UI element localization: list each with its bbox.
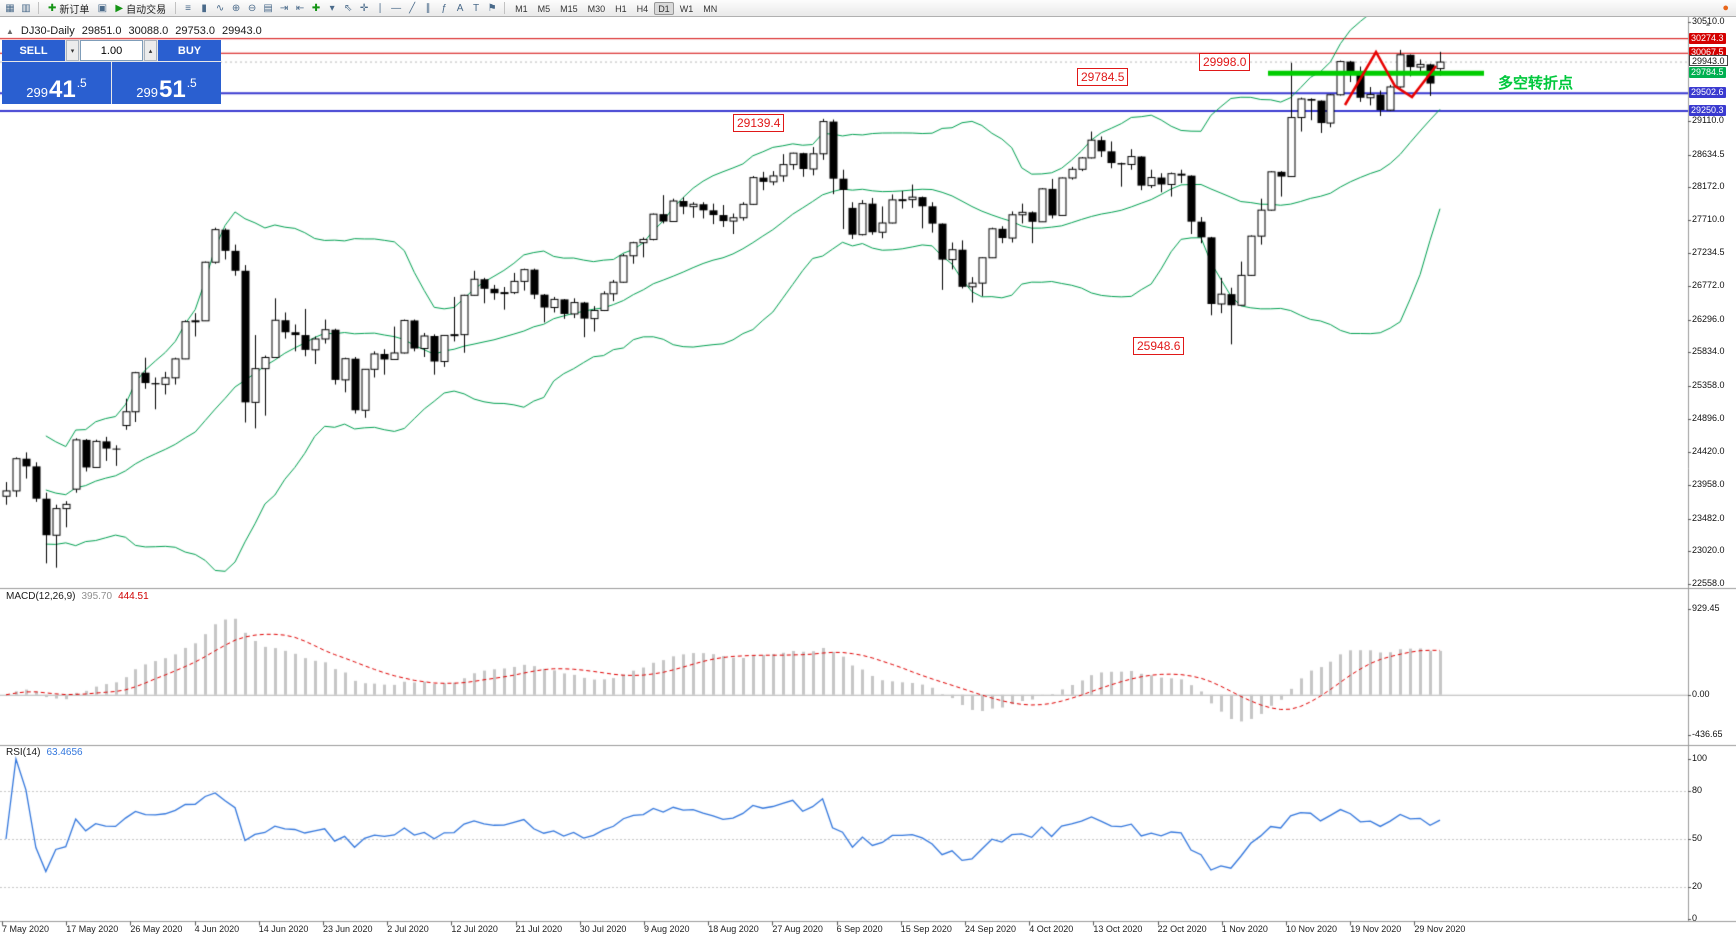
- buy-price-frac: .5: [186, 76, 197, 90]
- toolbar-separator: [504, 2, 506, 14]
- timeframe-mn-button[interactable]: MN: [703, 3, 718, 14]
- buy-price-big: 51: [158, 76, 186, 103]
- chart-ohlc-header: ▲ DJ30-Daily 29851.0 30088.0 29753.0 299…: [6, 25, 262, 37]
- vertical-line-icon[interactable]: ∣: [377, 2, 383, 14]
- buy-price-display[interactable]: 299 51.5: [112, 62, 221, 104]
- bars-chart-icon[interactable]: ≡: [185, 2, 192, 14]
- toolbar-icon-group: ≡ ▮ ∿ ⊕ ⊖ ▤ ⇥ ⇤ ✚ ▾ ⇖ ✛ ∣ ― ╱ ∥ ƒ A T ⚑: [181, 1, 499, 15]
- zoom-out-icon[interactable]: ⊖: [247, 2, 257, 14]
- auto-scroll-icon[interactable]: ⇥: [279, 2, 289, 14]
- channel-icon[interactable]: ∥: [425, 2, 431, 14]
- sell-button[interactable]: SELL: [2, 40, 65, 61]
- toolbar-separator: [38, 2, 39, 14]
- price-chart-canvas[interactable]: [0, 16, 1736, 942]
- timeframe-m15-button[interactable]: M15: [560, 3, 578, 14]
- timeframe-group: M1 M5 M15 M30 H1 H4 D1 W1 MN: [510, 1, 722, 15]
- timeframe-m5-button[interactable]: M5: [537, 3, 551, 14]
- sell-price-big: 41: [48, 76, 76, 103]
- timeframe-m30-button[interactable]: M30: [587, 3, 606, 14]
- macd-main-value: 395.70: [81, 591, 113, 602]
- zoom-in-icon[interactable]: ⊕: [231, 2, 241, 14]
- shapes-icon[interactable]: ⚑: [487, 2, 497, 14]
- ohlc-low: 29753.0: [175, 25, 216, 37]
- indicators-icon[interactable]: ✚: [311, 2, 321, 14]
- chart-shift-icon[interactable]: ⇤: [295, 2, 305, 14]
- rsi-label: RSI(14) 63.4656: [6, 747, 83, 758]
- label-icon[interactable]: T: [473, 2, 480, 14]
- sell-price-frac: .5: [76, 76, 87, 90]
- new-chart-icon[interactable]: ▦: [5, 2, 15, 14]
- line-chart-icon[interactable]: ∿: [215, 2, 225, 14]
- indicators-list-icon[interactable]: ▾: [329, 2, 335, 14]
- autotrading-icon: ▶: [115, 2, 124, 14]
- candlestick-chart-icon[interactable]: ▮: [201, 2, 207, 14]
- price-annotation-box[interactable]: 25948.6: [1133, 337, 1185, 355]
- ohlc-open: 29851.0: [81, 25, 122, 37]
- macd-name: MACD(12,26,9): [6, 591, 76, 602]
- ohlc-high: 30088.0: [128, 25, 169, 37]
- rsi-name: RSI(14): [6, 747, 41, 758]
- volume-increase-button[interactable]: ▴: [144, 40, 157, 61]
- horizontal-line-icon[interactable]: ―: [391, 2, 402, 14]
- tile-windows-icon[interactable]: ▤: [263, 2, 273, 14]
- rsi-value: 63.4656: [46, 747, 83, 758]
- ohlc-close: 29943.0: [222, 25, 262, 37]
- sell-price-prefix: 299: [26, 85, 48, 100]
- toolbar: ▦ ▥ ✚ 新订单 ▣ ▶ 自动交易 ≡ ▮ ∿ ⊕ ⊖ ▤ ⇥ ⇤ ✚ ▾ ⇖ ✛ ∣ ― ╱ ∥ ƒ A T ⚑ …: [0, 0, 1736, 17]
- status-icon: ●: [1722, 2, 1729, 14]
- crosshair-icon[interactable]: ✛: [359, 2, 369, 14]
- autotrading-button[interactable]: ▶ 自动交易: [111, 1, 170, 16]
- macd-signal-value: 444.51: [118, 591, 149, 602]
- terminal-icon[interactable]: ▣: [97, 2, 108, 14]
- buy-button[interactable]: BUY: [158, 40, 221, 61]
- volume-decrease-button[interactable]: ▾: [66, 40, 79, 61]
- new-order-icon: ✚: [48, 2, 57, 14]
- timeframe-m1-button[interactable]: M1: [515, 3, 528, 14]
- new-order-label: 新订单: [59, 4, 90, 16]
- price-annotation-box[interactable]: 29998.0: [1199, 53, 1251, 71]
- trade-panel-collapse-icon[interactable]: ▲: [6, 26, 14, 36]
- fibonacci-icon[interactable]: ƒ: [441, 2, 447, 14]
- text-icon[interactable]: A: [456, 2, 464, 14]
- pivot-note-text[interactable]: 多空转折点: [1498, 75, 1574, 92]
- autotrading-label: 自动交易: [126, 4, 167, 16]
- timeframe-h1-button[interactable]: H1: [615, 3, 627, 14]
- cursor-icon[interactable]: ⇖: [343, 2, 353, 14]
- profiles-icon[interactable]: ▥: [21, 2, 31, 14]
- price-annotation-box[interactable]: 29139.4: [733, 114, 785, 132]
- timeframe-w1-button[interactable]: W1: [679, 3, 694, 14]
- chart-symbol-period: DJ30-Daily: [20, 25, 75, 37]
- price-annotation-box[interactable]: 29784.5: [1077, 68, 1129, 86]
- macd-label: MACD(12,26,9) 395.70 444.51: [6, 591, 149, 602]
- new-order-button[interactable]: ✚ 新订单: [44, 1, 93, 16]
- toolbar-separator: [175, 2, 177, 14]
- buy-price-prefix: 299: [136, 85, 158, 100]
- volume-input[interactable]: [80, 40, 143, 61]
- sell-price-display[interactable]: 299 41.5: [2, 62, 111, 104]
- timeframe-d1-button[interactable]: D1: [654, 1, 674, 15]
- trendline-icon[interactable]: ╱: [409, 2, 416, 14]
- timeframe-h4-button[interactable]: H4: [636, 3, 649, 14]
- scale-scroll-icon[interactable]: ▴: [1706, 19, 1711, 28]
